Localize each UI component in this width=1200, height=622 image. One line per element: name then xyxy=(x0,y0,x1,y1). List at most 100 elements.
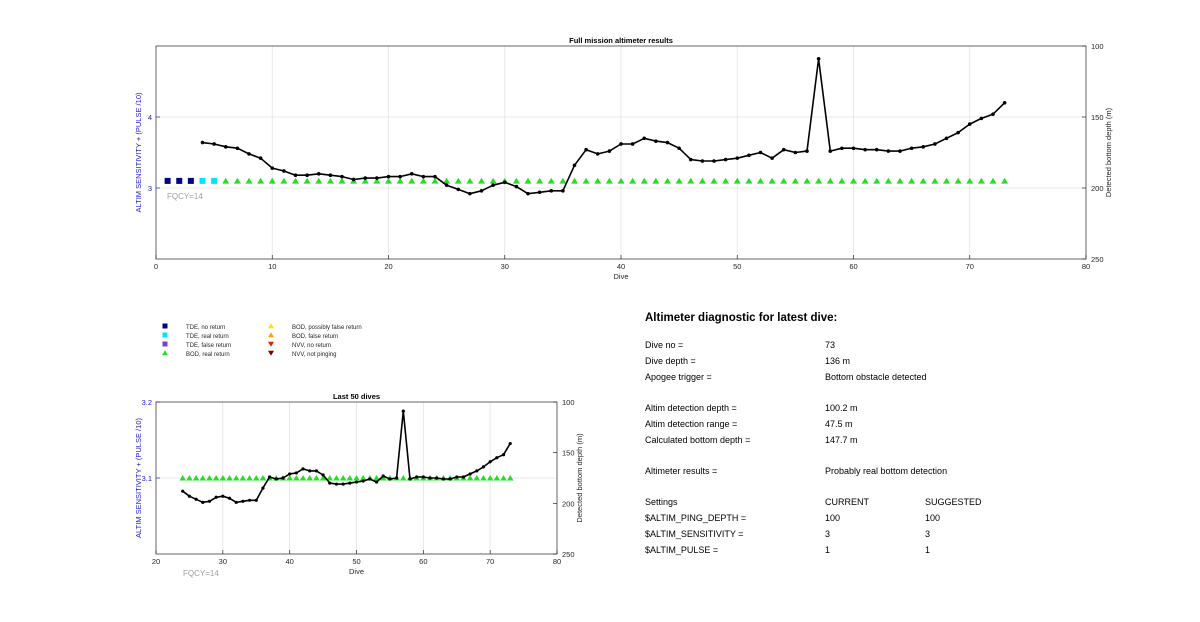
setting-marker xyxy=(226,475,233,481)
setting-marker xyxy=(396,177,404,184)
depth-point xyxy=(375,176,379,180)
depth-point xyxy=(501,453,506,457)
setting-marker xyxy=(675,177,683,184)
x-tick-label: 60 xyxy=(419,557,427,566)
depth-point xyxy=(227,496,232,500)
depth-point xyxy=(874,147,879,152)
depth-point xyxy=(991,112,995,116)
depth-point xyxy=(840,146,844,151)
setting-marker xyxy=(478,177,485,184)
setting-marker xyxy=(931,177,939,184)
depth-point xyxy=(584,147,588,152)
setting-marker xyxy=(629,177,637,184)
depth-point xyxy=(688,157,693,162)
setting-marker xyxy=(206,475,213,481)
legend-marker xyxy=(268,341,274,347)
depth-point xyxy=(502,180,507,185)
x-tick-label: 50 xyxy=(733,262,741,271)
y-left-tick-label: 3.2 xyxy=(142,398,152,407)
diag-row-detection-range: Altim detection range = 47.5 m xyxy=(645,419,1165,435)
depth-point xyxy=(212,142,216,146)
depth-point xyxy=(294,471,298,475)
depth-point xyxy=(281,476,285,480)
depth-point xyxy=(247,498,252,502)
chart-title: Full mission altimeter results xyxy=(569,36,673,45)
setting-marker xyxy=(379,475,387,481)
depth-point xyxy=(270,166,275,170)
depth-point xyxy=(468,472,472,476)
setting-marker xyxy=(480,475,487,481)
depth-point xyxy=(491,183,495,187)
setting-marker xyxy=(353,475,360,481)
depth-point xyxy=(514,184,519,189)
setting-marker xyxy=(339,475,347,481)
setting-marker xyxy=(385,177,392,184)
y-left-axis-label: ALTIM SENSITIVITY + (PULSE /10) xyxy=(134,92,143,212)
setting-marker xyxy=(617,177,625,184)
legend-label: NVV, no return xyxy=(292,343,331,349)
depth-point xyxy=(268,475,272,479)
setting-marker xyxy=(373,475,380,481)
diag-label: Altimeter results = xyxy=(645,466,718,476)
legend-marker xyxy=(162,341,168,347)
setting-marker xyxy=(431,177,439,184)
depth-point xyxy=(747,153,751,158)
y-right-tick-label: 250 xyxy=(562,550,575,559)
setting-marker xyxy=(232,475,240,481)
x-tick-label: 30 xyxy=(219,557,227,566)
depth-point xyxy=(398,174,402,179)
depth-point xyxy=(642,136,647,141)
y-left-tick-label: 3 xyxy=(148,184,152,193)
depth-point xyxy=(944,136,949,141)
depth-point xyxy=(207,499,212,503)
depth-point xyxy=(909,146,914,151)
diag-value: 100.2 m xyxy=(825,403,858,413)
x-tick-label: 20 xyxy=(152,557,160,566)
depth-point xyxy=(665,140,670,145)
setting-marker xyxy=(605,177,613,184)
setting-marker xyxy=(512,177,520,184)
x-tick-label: 70 xyxy=(486,557,494,566)
setting-marker xyxy=(292,177,299,184)
x-tick-label: 10 xyxy=(268,262,276,271)
diag-label: Calculated bottom depth = xyxy=(645,435,751,445)
x-tick-label: 80 xyxy=(553,557,561,566)
depth-point xyxy=(321,473,325,477)
depth-point xyxy=(723,157,728,162)
setting-marker xyxy=(199,177,206,184)
settings-row-sensitivity: $ALTIM_SENSITIVITY = 3 3 xyxy=(645,529,1165,545)
depth-point xyxy=(461,475,466,479)
diagnostic-title: Altimeter diagnostic for latest dive: xyxy=(645,312,838,324)
setting-marker xyxy=(222,177,230,184)
depth-point xyxy=(677,146,681,151)
setting-marker xyxy=(164,177,171,184)
setting-marker xyxy=(908,177,916,184)
diag-value: Bottom obstacle detected xyxy=(825,372,927,382)
setting-marker xyxy=(733,177,741,184)
depth-point xyxy=(828,149,833,153)
depth-point xyxy=(654,139,658,143)
setting-marker xyxy=(594,177,602,184)
y-right-axis-label: Detected bottom depth (m) xyxy=(1104,107,1113,197)
depth-point xyxy=(712,159,716,163)
x-tick-label: 0 xyxy=(154,262,158,271)
setting-marker xyxy=(838,177,846,184)
depth-point xyxy=(368,477,372,481)
diag-row-dive-depth: Dive depth = 136 m xyxy=(645,356,1165,372)
setting-marker xyxy=(419,177,427,184)
setting-marker xyxy=(373,177,381,184)
x-axis-label: Dive xyxy=(613,272,628,281)
depth-point xyxy=(455,475,459,479)
diag-value: Probably real bottom detection xyxy=(825,466,948,476)
depth-point xyxy=(181,489,185,493)
y-left-axis-label: ALTIM SENSITIVITY + (PULSE /10) xyxy=(134,418,143,538)
depth-point xyxy=(386,174,391,179)
depth-point xyxy=(1002,101,1007,105)
depth-point xyxy=(415,475,419,479)
setting-marker xyxy=(333,475,340,481)
y-right-tick-label: 150 xyxy=(562,449,575,458)
depth-point xyxy=(979,116,984,121)
depth-point xyxy=(967,122,972,126)
setting-marker xyxy=(826,177,834,184)
